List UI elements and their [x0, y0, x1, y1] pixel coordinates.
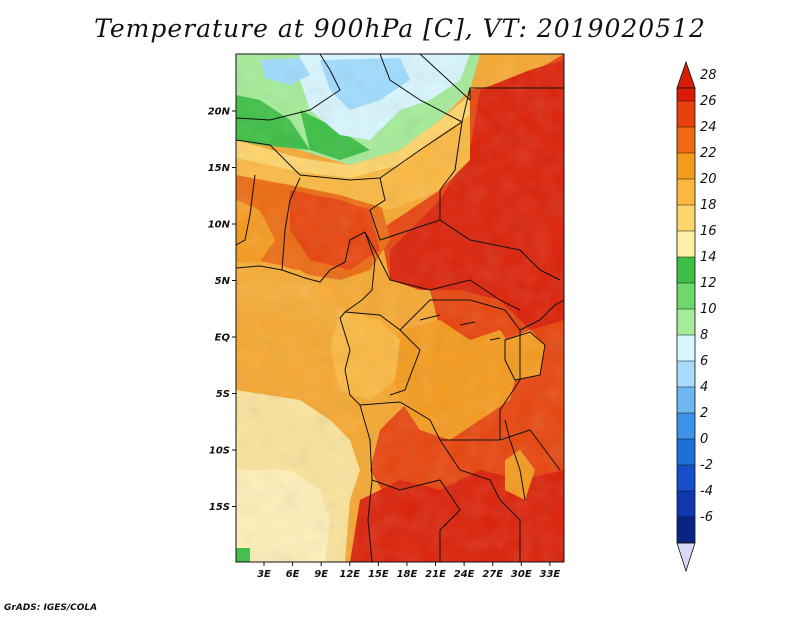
border-gabon-congo	[344, 311, 421, 396]
colorbar-swatch	[677, 413, 695, 439]
lon-label: 21E	[425, 569, 446, 580]
colorbar-swatch	[677, 439, 695, 465]
colorbar-swatch	[677, 179, 695, 205]
colorbar-label: 4	[700, 380, 708, 395]
colorbar-swatch	[677, 361, 695, 387]
lon-label: 30E	[511, 569, 532, 580]
map-frame	[235, 53, 565, 563]
lat-label: EQ	[215, 333, 231, 344]
lat-label: 10N	[208, 220, 231, 231]
border-car	[364, 231, 521, 311]
colorbar-top-triangle	[676, 60, 696, 89]
longitude-axis: 3E 6E 9E 12E 15E 18E 21E 24E 27E 30E 33E	[257, 562, 560, 580]
colorbar-swatch	[677, 231, 695, 257]
lon-label: 12E	[339, 569, 360, 580]
colorbar-label: 0	[700, 432, 708, 447]
lake-victoria	[504, 331, 546, 381]
colorbar-swatch	[677, 491, 695, 517]
field-texture	[236, 54, 564, 562]
lat-label: 10S	[209, 446, 230, 457]
border-egypt	[419, 54, 471, 102]
colorbar-label: 28	[700, 68, 717, 83]
colorbar-swatch	[677, 517, 695, 543]
lon-label: 9E	[314, 569, 328, 580]
colorbar-label: 16	[700, 224, 717, 239]
lat-label: 15N	[208, 163, 231, 174]
lon-label: 24E	[454, 569, 475, 580]
colorbar-swatch	[677, 283, 695, 309]
border-angola-drc	[359, 401, 500, 441]
colorbar-swatch	[677, 205, 695, 231]
lat-label: 5N	[215, 276, 231, 287]
colorbar-label: 2	[700, 406, 708, 421]
colorbar-label: 10	[700, 302, 717, 317]
colorbar-swatch	[677, 153, 695, 179]
border-tanzania	[499, 429, 561, 471]
colorbar-swatch	[677, 88, 695, 101]
colorbar-label: 8	[700, 328, 708, 343]
colorbar-swatch	[677, 309, 695, 335]
lon-label: 27E	[482, 569, 503, 580]
colorbar-label: -2	[700, 458, 713, 473]
lake-tanganyika	[504, 419, 526, 501]
border-benin	[281, 177, 301, 271]
lon-label: 3E	[257, 569, 271, 580]
credit-text: GrADS: IGES/COLA	[4, 603, 98, 613]
colorbar-label: 6	[700, 354, 708, 369]
temperature-field	[236, 54, 564, 562]
border-algeria	[236, 54, 341, 121]
colorbar-swatch	[677, 127, 695, 153]
latitude-axis: 20N 15N 10N 5N EQ 5S 10S 15S	[208, 107, 236, 513]
lon-label: 6E	[286, 569, 300, 580]
colorbar-swatch	[677, 257, 695, 283]
colorbar-label: -6	[700, 510, 713, 525]
map-title: Temperature at 900hPa [C], VT: 201902051…	[94, 14, 706, 43]
border-sudan	[439, 121, 561, 281]
colorbar-swatch	[677, 101, 695, 127]
lon-label: 15E	[368, 569, 389, 580]
colorbar-frame	[676, 87, 696, 544]
colorbar-label: 12	[700, 276, 717, 291]
colorbar-swatch	[677, 387, 695, 413]
lat-label: 20N	[208, 107, 231, 118]
border-kenya	[519, 299, 564, 331]
lon-label: 33E	[540, 569, 561, 580]
colorbar-label: 18	[700, 198, 717, 213]
colorbar-bottom-triangle	[676, 542, 696, 573]
border-namibia	[371, 479, 461, 562]
colorbar-label: 14	[700, 250, 717, 265]
country-borders	[236, 54, 564, 562]
colorbar-label: 20	[700, 172, 717, 187]
border-drc-east	[399, 299, 521, 440]
lon-label: 18E	[397, 569, 418, 580]
colorbar-label: 26	[700, 94, 717, 109]
colorbar-label: 22	[700, 146, 717, 161]
border-ghana	[236, 174, 256, 246]
colorbar-label: -4	[700, 484, 713, 499]
border-libya	[379, 54, 463, 123]
border-zambia	[439, 439, 521, 562]
colorbar-label: 24	[700, 120, 717, 135]
colorbar-swatch	[677, 335, 695, 361]
colorbar-swatch	[677, 465, 695, 491]
lat-label: 5S	[216, 389, 230, 400]
lat-label: 15S	[209, 502, 230, 513]
coastline	[236, 231, 376, 562]
border-chad	[369, 177, 441, 241]
river-marks	[419, 314, 501, 341]
